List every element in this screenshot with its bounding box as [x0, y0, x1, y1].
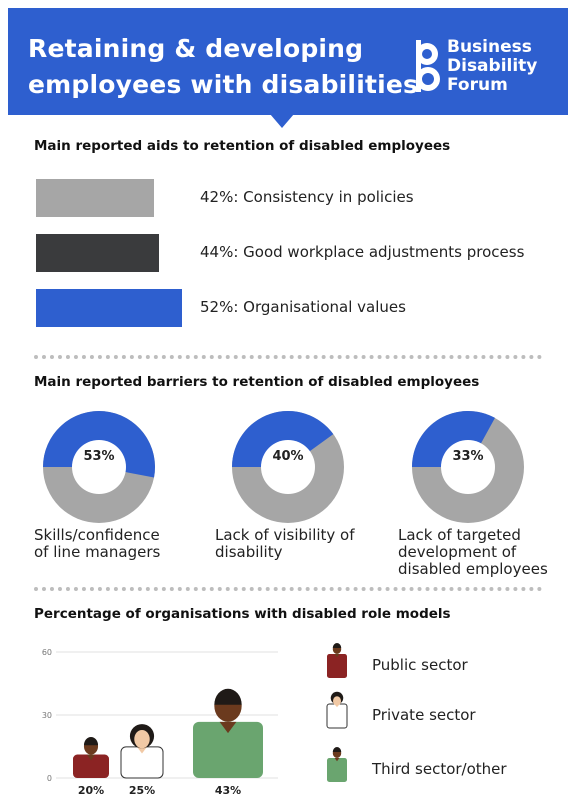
y-tick-label: 0 — [47, 774, 52, 783]
aid-bar-label: 42%: Consistency in policies — [200, 188, 414, 206]
brand-name-line3: Forum — [447, 75, 508, 95]
donut-hole — [72, 440, 126, 494]
donut-value-label: 40% — [272, 449, 304, 464]
legend-label: Public sector — [372, 656, 468, 674]
figure-head — [134, 729, 150, 749]
business-disability-forum-logo-icon — [416, 40, 440, 92]
figure-hair — [332, 747, 342, 752]
barriers-section-title: Main reported barriers to retention of d… — [34, 374, 480, 390]
aid-bar — [36, 234, 160, 272]
role-model-figure — [120, 724, 164, 779]
role-model-figure — [73, 737, 109, 778]
male-figure-icon — [327, 747, 347, 782]
donut-value-label: 33% — [452, 449, 484, 464]
figure-body — [193, 721, 263, 778]
barrier-label: Lack of visibility of disability — [215, 526, 355, 561]
figure-head — [333, 696, 341, 706]
y-tick-label: 60 — [42, 648, 52, 657]
barrier-donut — [232, 411, 344, 523]
figure-body — [73, 754, 109, 778]
page-title-line1: Retaining & developing — [28, 34, 364, 63]
donut-slice — [232, 411, 334, 467]
donut-hole — [441, 440, 495, 494]
donut-hole — [261, 440, 315, 494]
divider — [34, 355, 542, 359]
brand-name-line1: Business — [447, 37, 532, 57]
brand-name-line2: Disability — [447, 56, 538, 76]
barrier-donut — [412, 411, 524, 523]
female-figure-icon — [326, 691, 348, 729]
role-models-section-title: Percentage of organisations with disable… — [34, 606, 451, 622]
page-title-line2: employees with disabilities — [28, 70, 419, 99]
barrier-label: Skills/confidence of line managers — [34, 526, 161, 561]
figure-value-label: 25% — [129, 784, 155, 797]
figure-neck — [334, 654, 340, 658]
header-notch — [270, 114, 294, 128]
figure-hair — [83, 737, 99, 746]
figure-neck — [86, 754, 96, 761]
figure-body — [327, 758, 347, 782]
role-model-figure — [193, 688, 263, 778]
divider — [34, 587, 542, 591]
male-figure-icon — [327, 643, 347, 678]
figure-body — [327, 654, 347, 678]
role-models-pictogram-chart: 0 30 60 20% 25% 43% — [42, 648, 278, 797]
figure-value-label: 43% — [215, 784, 241, 797]
figure-hair — [214, 688, 242, 705]
aid-bar — [36, 289, 182, 327]
aid-bar — [36, 179, 154, 217]
legend-label: Third sector/other — [372, 760, 507, 778]
aid-bar-label: 52%: Organisational values — [200, 298, 406, 316]
figure-body — [326, 703, 348, 729]
figure-value-label: 20% — [78, 784, 104, 797]
header-banner — [8, 8, 568, 115]
legend-label: Private sector — [372, 706, 476, 724]
barrier-donut — [43, 411, 155, 523]
figure-neck — [136, 746, 148, 754]
aids-section-title: Main reported aids to retention of disab… — [34, 138, 451, 154]
figure-hair — [332, 643, 342, 648]
donut-value-label: 53% — [83, 449, 115, 464]
y-tick-label: 30 — [42, 711, 52, 720]
figure-neck — [219, 721, 237, 734]
figure-neck — [334, 758, 340, 762]
aid-bar-label: 44%: Good workplace adjustments process — [200, 243, 525, 261]
barrier-label: Lack of targeted development of disabled… — [398, 526, 548, 578]
